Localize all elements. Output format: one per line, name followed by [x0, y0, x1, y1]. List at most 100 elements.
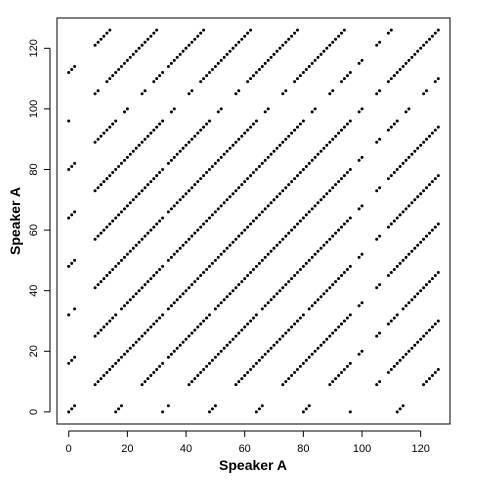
data-point	[419, 289, 423, 293]
data-point	[407, 155, 411, 159]
data-point	[158, 171, 162, 174]
data-point	[301, 71, 305, 74]
data-point	[260, 404, 264, 408]
data-point	[237, 234, 241, 238]
data-point	[360, 58, 364, 62]
data-point	[401, 355, 405, 359]
x-axis-title: Speaker A	[219, 457, 287, 473]
data-point	[319, 52, 323, 56]
data-point	[298, 122, 302, 126]
data-point	[123, 61, 126, 65]
data-point	[319, 198, 323, 202]
data-point	[293, 225, 297, 229]
data-point	[234, 286, 238, 290]
data-point	[225, 198, 229, 202]
data-point	[345, 122, 349, 126]
data-point	[272, 149, 276, 153]
data-point	[313, 252, 317, 256]
data-point	[389, 271, 393, 274]
data-point	[243, 228, 247, 232]
data-point	[131, 149, 135, 153]
data-point	[243, 277, 247, 281]
data-point	[436, 368, 440, 371]
data-point	[293, 322, 297, 326]
data-point	[401, 404, 405, 408]
data-point	[102, 131, 106, 135]
data-point	[436, 319, 440, 323]
data-point	[395, 119, 399, 123]
data-point	[340, 80, 343, 84]
data-point	[430, 228, 434, 232]
data-point	[301, 264, 305, 268]
data-point	[196, 131, 200, 135]
data-point	[298, 74, 302, 78]
data-point	[137, 289, 141, 293]
data-point	[436, 28, 440, 32]
data-point	[105, 128, 109, 132]
data-point	[205, 219, 209, 223]
data-point	[293, 128, 297, 132]
data-point	[278, 192, 282, 196]
data-point	[433, 225, 437, 229]
data-point	[416, 292, 420, 296]
data-point	[70, 213, 74, 217]
data-point	[210, 68, 214, 71]
data-point	[284, 186, 288, 190]
data-point	[161, 313, 165, 317]
data-point	[202, 222, 206, 226]
data-point	[298, 316, 302, 320]
data-point	[128, 249, 132, 253]
data-point	[146, 37, 150, 41]
data-point	[222, 249, 226, 253]
data-point	[120, 65, 123, 68]
data-point	[378, 380, 382, 384]
data-point	[228, 49, 232, 53]
data-point	[196, 277, 200, 281]
data-point	[190, 331, 194, 335]
data-point	[401, 161, 405, 165]
data-point	[172, 252, 176, 256]
data-point	[243, 131, 247, 135]
data-point	[425, 137, 428, 141]
data-point	[334, 183, 338, 187]
data-point	[269, 298, 273, 302]
data-point	[428, 37, 431, 41]
data-point	[190, 186, 194, 190]
data-point	[334, 377, 338, 381]
data-point	[228, 340, 232, 344]
data-point	[202, 125, 206, 129]
data-point	[117, 68, 121, 71]
data-point	[114, 313, 118, 317]
data-point	[146, 280, 150, 284]
data-point	[395, 216, 399, 220]
data-point	[407, 252, 411, 256]
data-point	[96, 331, 100, 335]
data-point	[348, 410, 352, 414]
data-point	[428, 134, 431, 138]
data-point	[111, 268, 115, 271]
y-axis: 0 20 40 60 80 100 120	[28, 39, 51, 415]
y-tick-label: 40	[28, 285, 40, 297]
data-point	[275, 243, 279, 247]
data-point	[246, 80, 250, 84]
data-point	[430, 277, 434, 281]
data-point	[310, 304, 314, 308]
data-point	[67, 168, 71, 171]
data-point	[102, 228, 106, 232]
data-point	[281, 383, 285, 387]
data-point	[410, 346, 414, 350]
data-point	[184, 143, 188, 147]
data-point	[96, 283, 100, 287]
data-point	[322, 340, 326, 344]
data-point	[425, 186, 428, 190]
data-point	[184, 337, 188, 341]
data-point	[178, 149, 182, 153]
data-point	[263, 61, 267, 65]
data-point	[99, 377, 103, 381]
data-point	[213, 65, 217, 68]
data-point	[146, 231, 150, 235]
data-point	[67, 216, 71, 220]
data-point	[301, 361, 305, 365]
data-point	[310, 352, 314, 356]
data-point	[216, 110, 220, 114]
